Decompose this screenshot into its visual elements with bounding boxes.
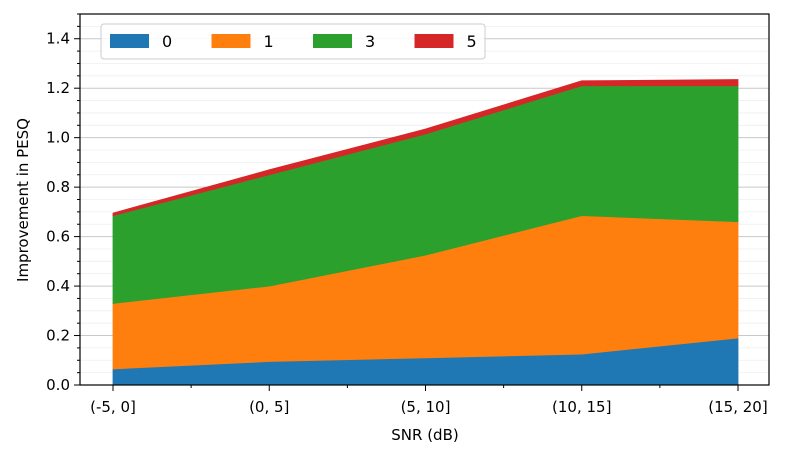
legend: 0 1 3 5 — [100, 23, 486, 60]
legend-swatch-1 — [211, 34, 251, 48]
x-tick-label: (15, 20] — [708, 398, 767, 416]
legend-label-1: 1 — [264, 32, 274, 51]
legend-label-0: 0 — [162, 32, 172, 51]
x-tick-label: (0, 5] — [249, 398, 289, 416]
y-tick-labels: 0.0 0.2 0.4 0.6 0.8 1.0 1.2 1.4 — [46, 30, 70, 394]
y-tick-label: 1.0 — [46, 129, 70, 147]
legend-swatch-5 — [414, 34, 454, 48]
y-tick-label: 0.4 — [46, 277, 70, 295]
y-tick-label: 0.8 — [46, 178, 70, 196]
x-tick-labels: (-5, 0] (0, 5] (5, 10] (10, 15] (15, 20] — [90, 398, 768, 416]
y-tick-label: 1.4 — [46, 30, 70, 48]
legend-box — [100, 23, 486, 60]
y-tick-label: 0.6 — [46, 228, 70, 246]
x-tick-label: (10, 15] — [552, 398, 611, 416]
x-axis-title: SNR (dB) — [391, 426, 458, 444]
legend-label-5: 5 — [467, 32, 477, 51]
x-tick-label: (-5, 0] — [90, 398, 136, 416]
axis-ticks — [74, 13, 739, 391]
area-series-5 — [112, 79, 739, 217]
y-axis-title: Improvement in PESQ — [14, 118, 32, 282]
y-tick-label: 0.0 — [46, 376, 70, 394]
y-tick-label: 1.2 — [46, 79, 70, 97]
legend-swatch-3 — [313, 34, 352, 48]
y-tick-label: 0.2 — [46, 327, 70, 345]
legend-label-3: 3 — [365, 32, 375, 51]
legend-swatch-0 — [110, 34, 149, 48]
plot-areas — [112, 79, 739, 386]
x-tick-label: (5, 10] — [401, 398, 451, 416]
